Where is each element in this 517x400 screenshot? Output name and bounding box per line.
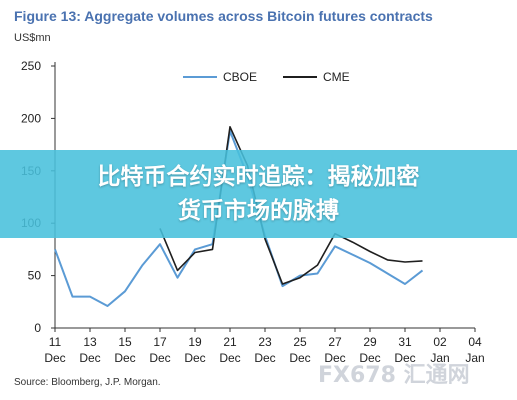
headline-banner: 比特币合约实时追踪：揭秘加密 货币市场的脉搏 bbox=[0, 150, 517, 238]
x-tick-label-day: 13 bbox=[83, 335, 97, 349]
x-tick-label-day: 19 bbox=[188, 335, 202, 349]
x-tick-label-month: Dec bbox=[394, 351, 415, 365]
x-tick-label-month: Dec bbox=[359, 351, 380, 365]
x-tick-label-day: 27 bbox=[328, 335, 342, 349]
x-tick-label-month: Jan bbox=[430, 351, 449, 365]
x-tick-label-day: 02 bbox=[433, 335, 447, 349]
chart-title: Figure 13: Aggregate volumes across Bitc… bbox=[14, 8, 433, 24]
x-tick-label-day: 17 bbox=[153, 335, 167, 349]
y-tick-label: 0 bbox=[34, 321, 41, 335]
legend-label-cboe: CBOE bbox=[223, 70, 257, 84]
x-tick-label-month: Dec bbox=[324, 351, 345, 365]
x-tick-label-month: Jan bbox=[465, 351, 484, 365]
x-tick-label-day: 31 bbox=[398, 335, 412, 349]
y-unit-label: US$mn bbox=[14, 32, 51, 44]
x-tick-label-day: 29 bbox=[363, 335, 377, 349]
y-tick-label: 250 bbox=[21, 59, 41, 73]
x-tick-label-day: 21 bbox=[223, 335, 237, 349]
source-note: Source: Bloomberg, J.P. Morgan. bbox=[14, 377, 161, 388]
x-tick-label-month: Dec bbox=[44, 351, 65, 365]
x-tick-label-day: 04 bbox=[468, 335, 482, 349]
x-tick-label-month: Dec bbox=[254, 351, 275, 365]
x-tick-label-month: Dec bbox=[79, 351, 100, 365]
y-tick-label: 200 bbox=[21, 111, 41, 125]
x-tick-label-day: 23 bbox=[258, 335, 272, 349]
x-tick-label-month: Dec bbox=[149, 351, 170, 365]
y-tick-label: 50 bbox=[28, 269, 42, 283]
headline-line-1: 比特币合约实时追踪：揭秘加密 bbox=[97, 164, 420, 190]
x-tick-label-month: Dec bbox=[289, 351, 310, 365]
legend-label-cme: CME bbox=[323, 70, 350, 84]
x-tick-label-day: 11 bbox=[49, 335, 62, 349]
x-tick-label-month: Dec bbox=[114, 351, 135, 365]
headline-text: 比特币合约实时追踪：揭秘加密 货币市场的脉搏 bbox=[59, 160, 459, 228]
x-tick-label-day: 25 bbox=[293, 335, 307, 349]
x-tick-label-day: 15 bbox=[118, 335, 132, 349]
watermark: FX678 汇通网 bbox=[318, 363, 470, 388]
x-tick-label-month: Dec bbox=[219, 351, 240, 365]
headline-line-2: 货币市场的脉搏 bbox=[178, 198, 339, 224]
series-line-cme bbox=[159, 126, 423, 285]
x-tick-label-month: Dec bbox=[184, 351, 205, 365]
